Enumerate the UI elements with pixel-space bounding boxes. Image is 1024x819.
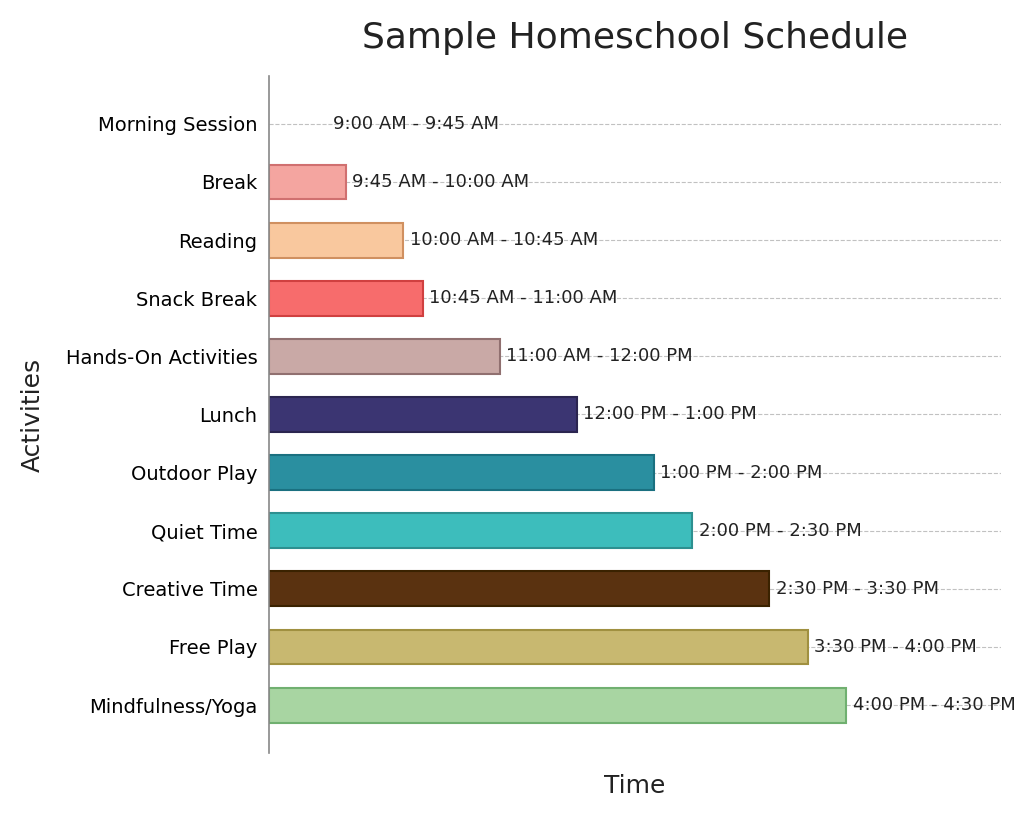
X-axis label: Time: Time (604, 774, 666, 799)
Text: 12:00 PM - 1:00 PM: 12:00 PM - 1:00 PM (583, 405, 757, 423)
Text: 9:45 AM - 10:00 AM: 9:45 AM - 10:00 AM (352, 173, 529, 191)
Bar (268, 223, 403, 257)
Title: Sample Homeschool Schedule: Sample Homeschool Schedule (361, 20, 907, 55)
Bar (268, 688, 847, 722)
Bar (268, 339, 500, 373)
Text: 1:00 PM - 2:00 PM: 1:00 PM - 2:00 PM (660, 464, 822, 482)
Bar (268, 281, 423, 315)
Bar (268, 106, 327, 142)
Bar (268, 514, 692, 548)
Text: 11:00 AM - 12:00 PM: 11:00 AM - 12:00 PM (506, 347, 692, 365)
Text: 10:45 AM - 11:00 AM: 10:45 AM - 11:00 AM (429, 289, 617, 307)
Text: 9:00 AM - 9:45 AM: 9:00 AM - 9:45 AM (333, 115, 499, 133)
Text: 3:30 PM - 4:00 PM: 3:30 PM - 4:00 PM (814, 638, 977, 656)
Text: 4:00 PM - 4:30 PM: 4:00 PM - 4:30 PM (853, 696, 1016, 714)
Text: 2:30 PM - 3:30 PM: 2:30 PM - 3:30 PM (776, 580, 939, 598)
Bar (268, 397, 577, 432)
Text: 10:00 AM - 10:45 AM: 10:00 AM - 10:45 AM (410, 231, 598, 249)
Y-axis label: Activities: Activities (20, 357, 45, 472)
Bar (268, 630, 808, 664)
Bar (268, 572, 769, 606)
Bar (268, 165, 345, 199)
Bar (268, 455, 653, 490)
Text: 2:00 PM - 2:30 PM: 2:00 PM - 2:30 PM (698, 522, 861, 540)
